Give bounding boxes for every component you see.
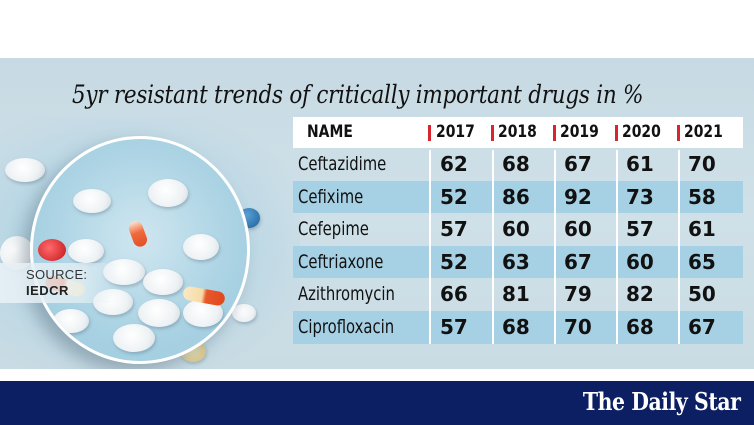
pill-image [68,239,104,263]
table-row: Azithromycin 66 81 79 82 50 [293,278,743,311]
value-cell: 58 [688,184,716,209]
header-accent-bar [677,125,680,141]
resistance-table: NAME 2017 2018 2019 2020 2021 Ceftazidim… [293,117,743,344]
magnifier-lens [30,136,250,364]
value-cell: 57 [440,217,468,242]
pill-image [138,299,180,327]
drug-name: Ceftriaxone [298,250,384,273]
publisher-logo: The Daily Star [582,387,740,416]
column-header-year: 2019 [560,122,599,142]
value-cell: 92 [564,184,592,209]
drug-name: Ceftazidime [298,153,387,175]
chart-title: 5yr resistant trends of critically impor… [72,80,644,109]
value-cell: 79 [564,282,592,307]
value-cell: 63 [502,249,530,274]
drug-name: Cefixime [298,185,364,208]
value-cell: 70 [564,314,592,339]
value-cell: 70 [688,152,716,176]
header-accent-bar [615,125,618,141]
column-divider [492,150,494,344]
column-header-year: 2017 [436,122,475,142]
footer-bar: The Daily Star [0,381,754,425]
drug-name: Ciprofloxacin [298,315,395,338]
pill-image [232,304,256,322]
column-divider [429,150,431,344]
pill-image [148,179,188,207]
pill-image [143,269,183,295]
value-cell: 60 [564,217,592,242]
red-capsule-image [38,239,66,261]
pill-image [53,309,89,333]
pill-image [183,234,219,260]
column-divider [616,150,618,344]
header-accent-bar [428,125,431,141]
header-accent-bar [553,125,556,141]
value-cell: 52 [440,184,468,209]
value-cell: 68 [502,314,530,339]
source-label: SOURCE: [26,267,88,282]
value-cell: 61 [688,217,716,242]
column-header-year: 2020 [622,122,661,142]
column-header-year: 2018 [498,122,537,142]
value-cell: 73 [626,184,654,209]
table-row: Ceftriaxone 52 63 67 60 65 [293,245,743,279]
value-cell: 68 [626,314,654,339]
value-cell: 57 [440,314,468,339]
pill-image [113,324,155,352]
value-cell: 82 [626,282,654,307]
table-row: Cefixime 52 86 92 73 58 [293,180,743,214]
value-cell: 62 [440,152,468,176]
value-cell: 81 [502,282,530,307]
drug-name: Azithromycin [298,283,395,306]
value-cell: 67 [564,152,592,176]
pill-image [5,158,45,182]
column-divider [678,150,680,344]
column-header-year: 2021 [684,122,723,142]
column-divider [554,150,556,344]
pill-image [73,189,111,213]
source-caption: SOURCE: IEDCR [0,263,120,303]
value-cell: 65 [688,249,716,274]
value-cell: 68 [502,152,530,176]
value-cell: 50 [688,282,716,307]
value-cell: 67 [688,314,716,339]
table-row: Ciprofloxacin 57 68 70 68 67 [293,310,743,344]
table-header: NAME 2017 2018 2019 2020 2021 [293,117,743,148]
value-cell: 57 [626,217,654,242]
infographic-panel: SOURCE: IEDCR 5yr resistant trends of cr… [0,58,754,369]
header-accent-bar [491,125,494,141]
drug-name: Cefepime [298,218,369,241]
table-row: Ceftazidime 62 68 67 61 70 [293,148,743,181]
source-value: IEDCR [26,283,69,298]
value-cell: 86 [502,184,530,209]
value-cell: 67 [564,249,592,274]
value-cell: 66 [440,282,468,307]
value-cell: 60 [626,249,654,274]
value-cell: 61 [626,152,654,176]
column-header-name: NAME [307,122,353,142]
top-margin [0,0,754,58]
table-row: Cefepime 57 60 60 57 61 [293,213,743,246]
orange-capsule-image [126,219,150,249]
value-cell: 52 [440,249,468,274]
value-cell: 60 [502,217,530,242]
